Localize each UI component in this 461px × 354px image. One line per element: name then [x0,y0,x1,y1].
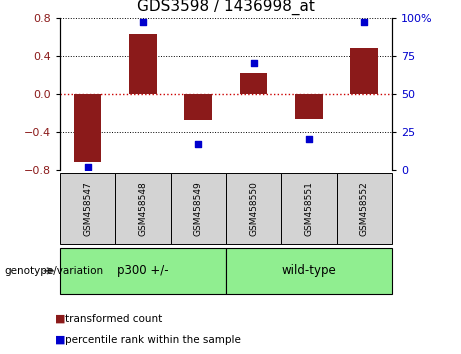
Bar [350,48,378,94]
Bar [184,94,212,120]
Bar [129,34,157,94]
Point [361,19,368,25]
Text: GSM458552: GSM458552 [360,182,369,236]
Point [195,141,202,147]
Title: GDS3598 / 1436998_at: GDS3598 / 1436998_at [137,0,315,15]
Text: ■: ■ [55,314,66,324]
Text: p300 +/-: p300 +/- [117,264,169,277]
Point [84,164,91,170]
Text: GSM458547: GSM458547 [83,182,92,236]
Text: ■: ■ [55,335,66,345]
Text: wild-type: wild-type [282,264,336,277]
Bar [240,73,267,94]
Text: GSM458551: GSM458551 [304,181,313,236]
Bar [74,94,101,162]
Text: GSM458549: GSM458549 [194,182,203,236]
Text: percentile rank within the sample: percentile rank within the sample [65,335,241,345]
Text: GSM458548: GSM458548 [138,182,148,236]
Point [139,19,147,25]
Text: genotype/variation: genotype/variation [5,266,104,276]
Point [250,61,257,66]
Point [305,137,313,142]
Bar [295,94,323,120]
Text: transformed count: transformed count [65,314,162,324]
Text: GSM458550: GSM458550 [249,181,258,236]
